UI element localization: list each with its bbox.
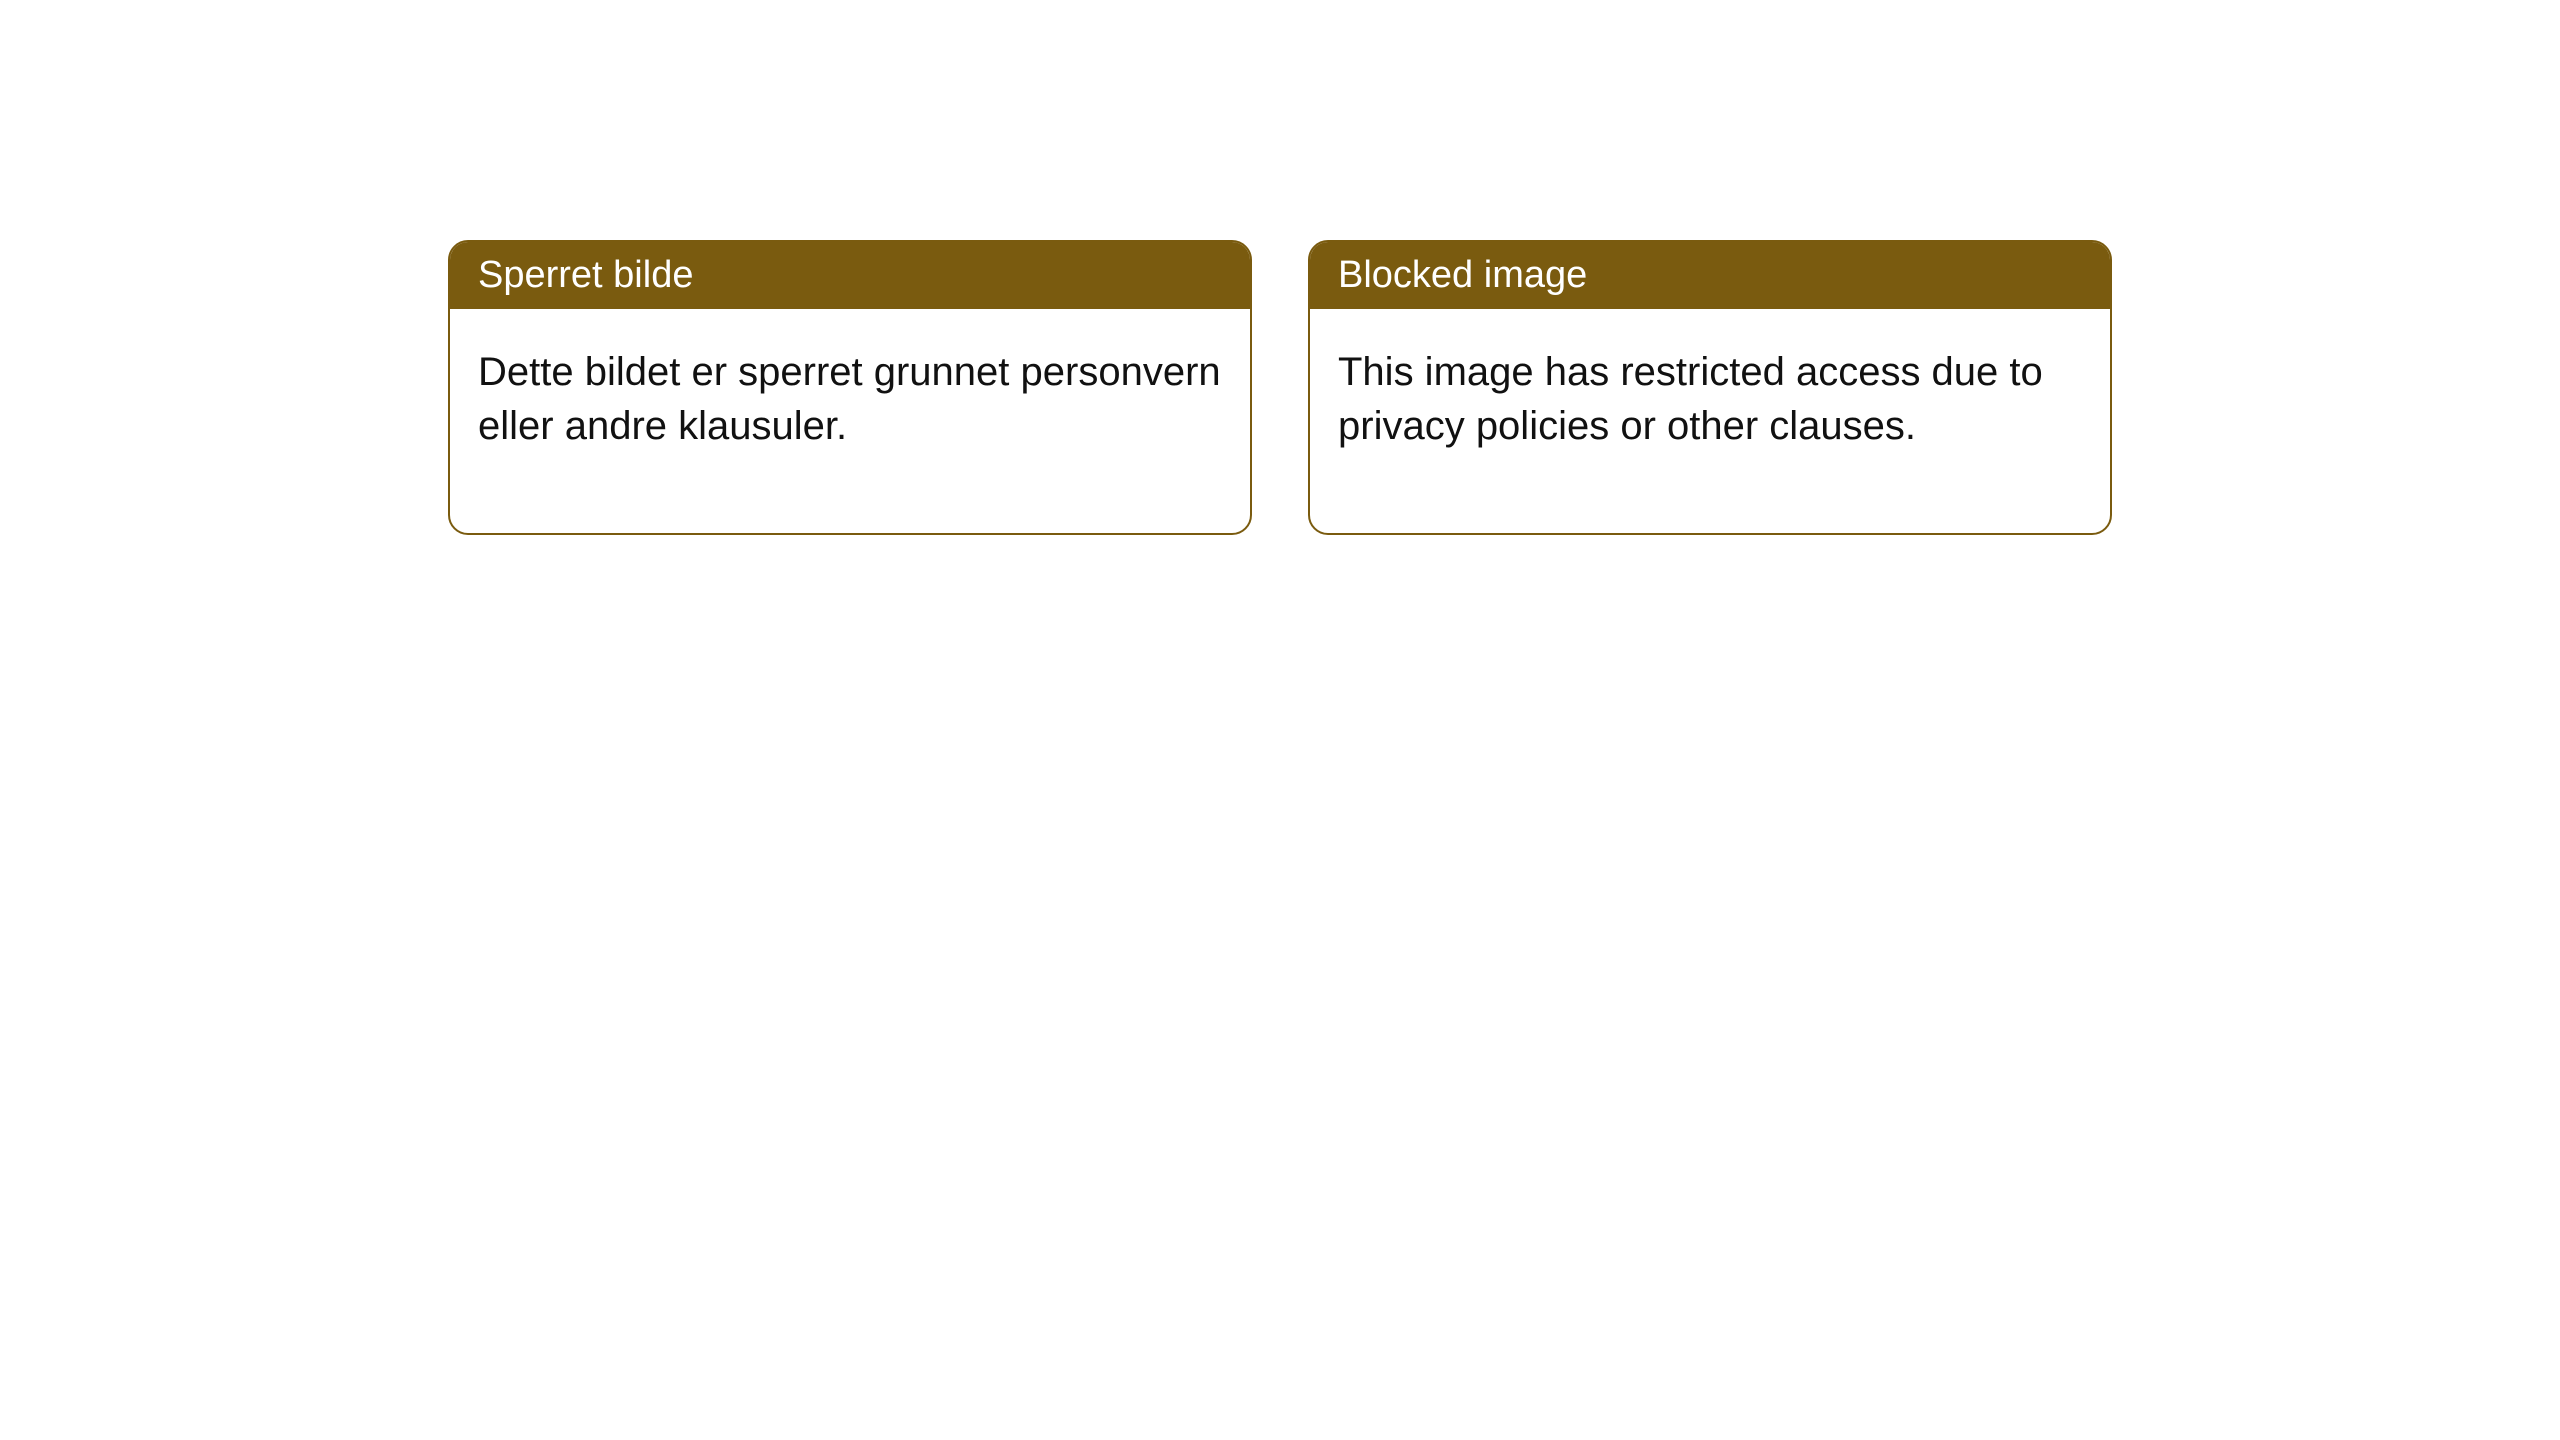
- card-title: Blocked image: [1338, 254, 1587, 296]
- notice-card-norwegian: Sperret bilde Dette bildet er sperret gr…: [448, 240, 1252, 535]
- notice-card-english: Blocked image This image has restricted …: [1308, 240, 2112, 535]
- card-body-text: This image has restricted access due to …: [1338, 350, 2043, 448]
- card-body-text: Dette bildet er sperret grunnet personve…: [478, 350, 1221, 448]
- card-body: This image has restricted access due to …: [1310, 309, 2110, 533]
- card-header: Sperret bilde: [450, 242, 1250, 309]
- card-header: Blocked image: [1310, 242, 2110, 309]
- notice-container: Sperret bilde Dette bildet er sperret gr…: [0, 0, 2560, 535]
- card-body: Dette bildet er sperret grunnet personve…: [450, 309, 1250, 533]
- card-title: Sperret bilde: [478, 254, 693, 296]
